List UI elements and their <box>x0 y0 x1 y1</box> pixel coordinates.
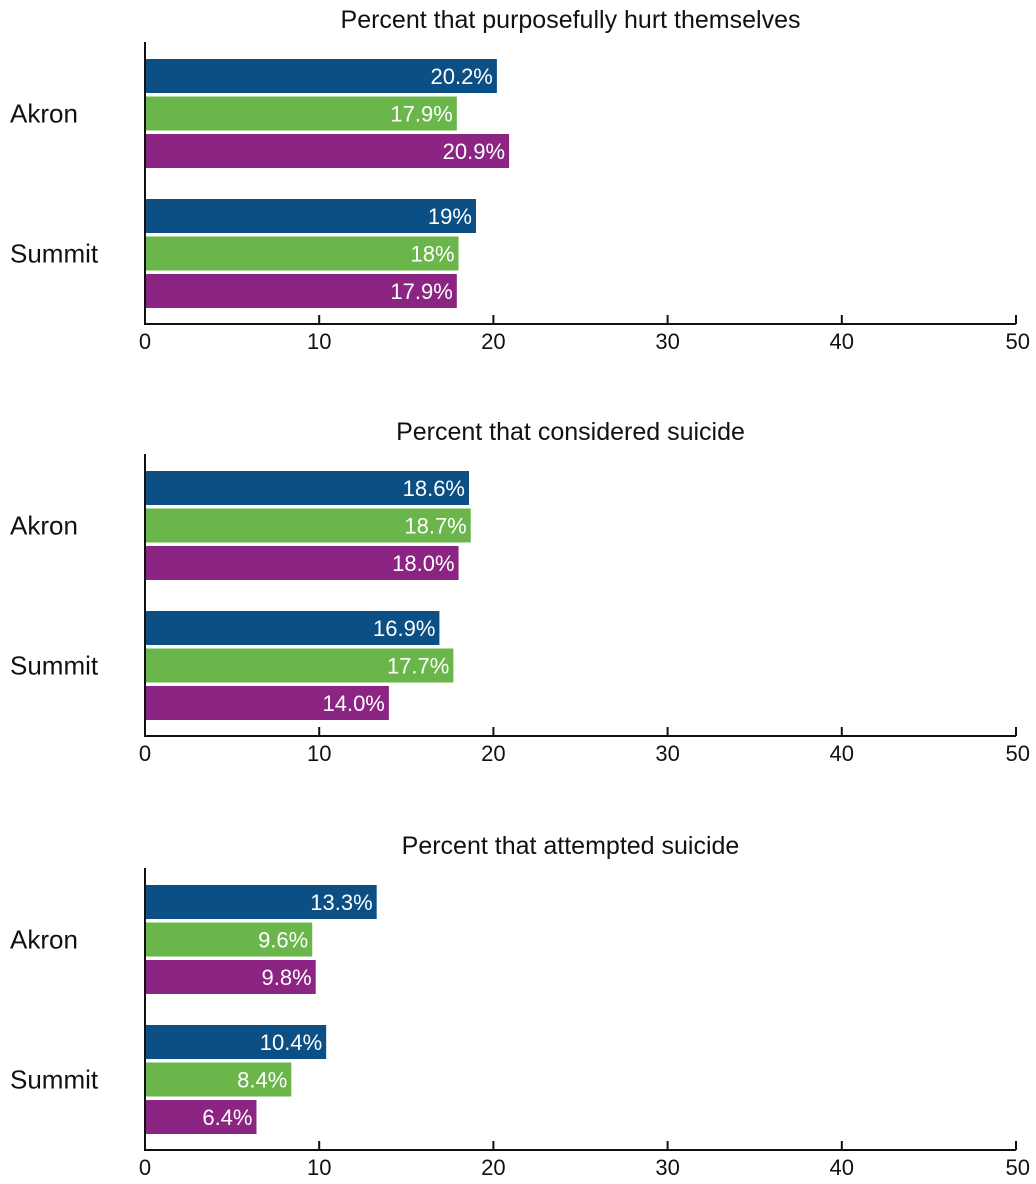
chart-2-bar-akron-series-2 <box>145 508 471 543</box>
chart-3-data-label-summit-series-2: 8.4% <box>237 1068 287 1093</box>
chart-1-data-label-summit-series-1: 19% <box>428 204 472 229</box>
chart-3-category-label-summit: Summit <box>10 1065 99 1095</box>
chart-3-data-label-akron-series-2: 9.6% <box>258 928 308 953</box>
chart-3-x-tick-label-20: 20 <box>481 1155 505 1180</box>
chart-2-bar-akron-series-1 <box>145 471 470 505</box>
chart-1-data-label-akron-series-3: 20.9% <box>443 139 505 164</box>
chart-1-category-label-summit: Summit <box>10 239 99 269</box>
chart-3-bar-summit-series-3 <box>145 1100 257 1134</box>
chart-1-data-label-akron-series-2: 17.9% <box>390 102 452 127</box>
chart-2-x-tick-label-30: 30 <box>655 741 679 766</box>
chart-2-bar-summit-series-3 <box>145 686 389 720</box>
chart-1-data-label-akron-series-1: 20.2% <box>430 64 492 89</box>
chart-2-category-label-akron: Akron <box>10 511 78 541</box>
chart-3-title: Percent that attempted suicide <box>402 832 740 860</box>
chart-1-bar-summit-series-1 <box>145 199 476 233</box>
chart-3-x-tick-label-0: 0 <box>139 1155 151 1180</box>
chart-1-x-tick-label-40: 40 <box>830 329 854 354</box>
chart-3-bar-summit-series-1 <box>145 1025 327 1059</box>
chart-1-data-label-summit-series-2: 18% <box>411 242 455 267</box>
chart-3-data-label-akron-series-1: 13.3% <box>310 890 372 915</box>
chart-2-x-tick-label-10: 10 <box>307 741 331 766</box>
chart-2-title: Percent that considered suicide <box>396 418 745 446</box>
chart-2-bar-summit-series-2 <box>145 648 454 683</box>
chart-1-x-tick-label-0: 0 <box>139 329 151 354</box>
chart-1-data-label-summit-series-3: 17.9% <box>390 279 452 304</box>
chart-2-data-label-akron-series-3: 18.0% <box>392 551 454 576</box>
chart-3-bar-akron-series-2 <box>145 922 313 957</box>
chart-1-bar-akron-series-1 <box>145 59 497 93</box>
chart-2-data-label-akron-series-2: 18.7% <box>404 514 466 539</box>
chart-1-category-label-akron: Akron <box>10 99 78 129</box>
chart-3-x-tick-label-30: 30 <box>655 1155 679 1180</box>
chart-1-x-tick-label-20: 20 <box>481 329 505 354</box>
chart-3-x-tick-label-40: 40 <box>830 1155 854 1180</box>
chart-1-bar-summit-series-3 <box>145 274 457 308</box>
chart-3-bar-summit-series-2 <box>145 1062 292 1097</box>
chart-1-x-tick-label-30: 30 <box>655 329 679 354</box>
chart-3-x-tick-label-10: 10 <box>307 1155 331 1180</box>
chart-1-x-tick-label-50: 50 <box>1006 329 1030 354</box>
chart-3-data-label-akron-series-3: 9.8% <box>262 965 312 990</box>
chart-1-title: Percent that purposefully hurt themselve… <box>341 6 801 34</box>
chart-2-x-tick-label-50: 50 <box>1006 741 1030 766</box>
chart-2-category-label-summit: Summit <box>10 651 99 681</box>
chart-2-x-tick-label-40: 40 <box>830 741 854 766</box>
chart-3-data-label-summit-series-1: 10.4% <box>260 1030 322 1055</box>
chart-3-bar-akron-series-3 <box>145 960 316 994</box>
chart-2-bar-akron-series-3 <box>145 546 459 580</box>
chart-2-data-label-akron-series-1: 18.6% <box>403 476 465 501</box>
chart-1-x-tick-label-10: 10 <box>307 329 331 354</box>
chart-1-bar-akron-series-2 <box>145 96 457 131</box>
chart-1-bar-summit-series-2 <box>145 236 459 271</box>
chart-3-category-label-akron: Akron <box>10 925 78 955</box>
chart-3-x-tick-label-50: 50 <box>1006 1155 1030 1180</box>
chart-2-x-tick-label-0: 0 <box>139 741 151 766</box>
chart-2-data-label-summit-series-3: 14.0% <box>322 691 384 716</box>
chart-2-x-tick-label-20: 20 <box>481 741 505 766</box>
chart-2-data-label-summit-series-1: 16.9% <box>373 616 435 641</box>
chart-1-bar-akron-series-3 <box>145 134 510 168</box>
chart-3-bar-akron-series-1 <box>145 885 377 919</box>
chart-2-bar-summit-series-1 <box>145 611 440 645</box>
chart-2-data-label-summit-series-2: 17.7% <box>387 654 449 679</box>
chart-3-data-label-summit-series-3: 6.4% <box>202 1105 252 1130</box>
